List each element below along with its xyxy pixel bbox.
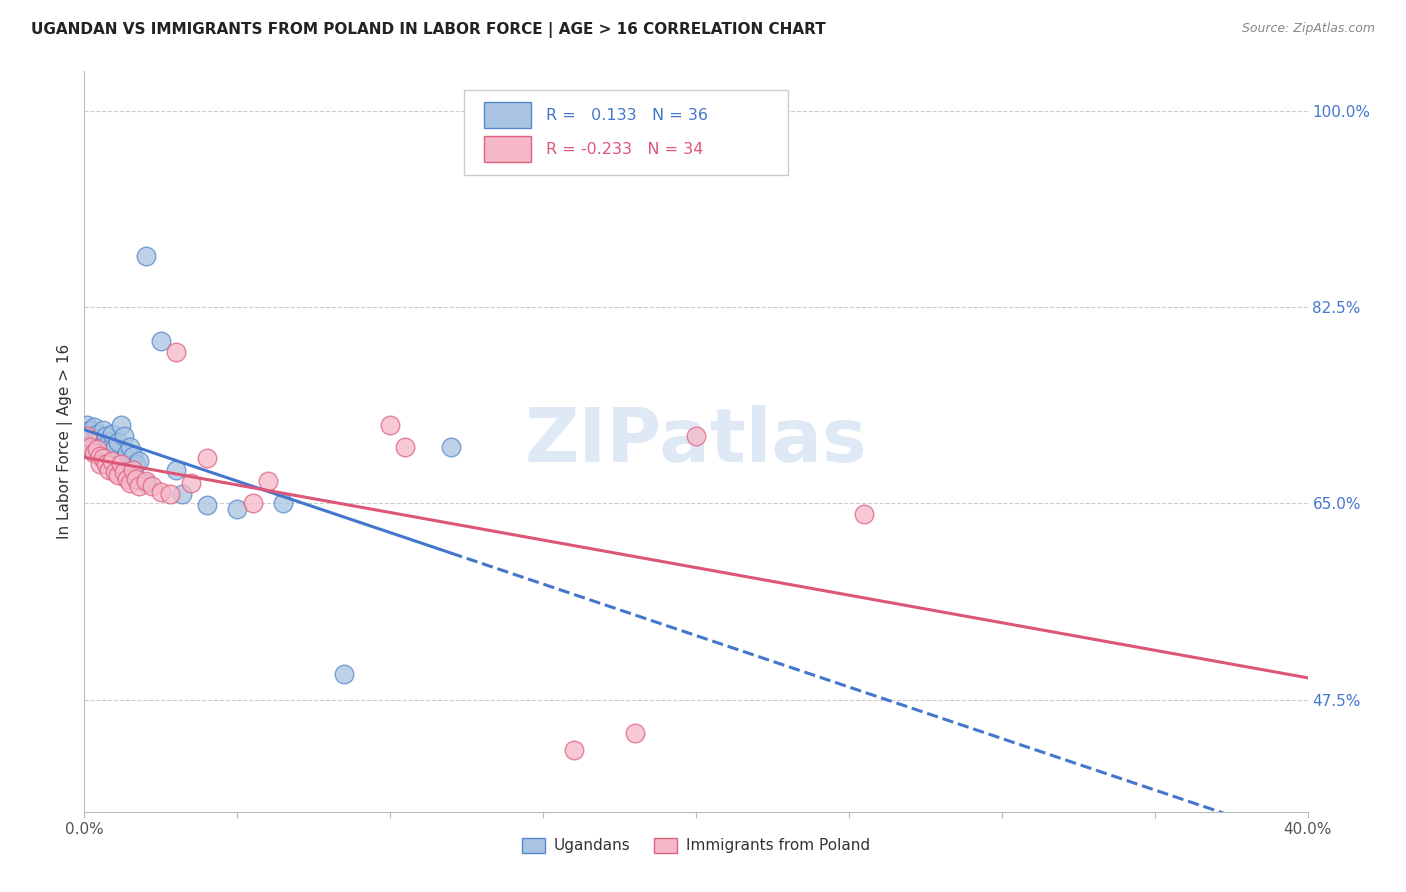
FancyBboxPatch shape: [484, 102, 531, 128]
Point: [685, 429, 707, 443]
Point: [195, 451, 218, 466]
Point: [97, 434, 120, 449]
Point: [89, 449, 111, 463]
Text: R = -0.233   N = 34: R = -0.233 N = 34: [546, 142, 703, 157]
Point: [562, 743, 585, 757]
Point: [120, 440, 142, 454]
Point: [180, 476, 202, 491]
Point: [79, 423, 101, 437]
Point: [120, 476, 142, 491]
Point: [79, 440, 101, 454]
Text: R =   0.133   N = 36: R = 0.133 N = 36: [546, 108, 707, 122]
Point: [122, 449, 145, 463]
Point: [159, 487, 181, 501]
Point: [83, 420, 105, 434]
Point: [226, 501, 249, 516]
Point: [97, 442, 120, 457]
Point: [115, 471, 138, 485]
Point: [394, 440, 416, 454]
Point: [91, 451, 114, 466]
Point: [333, 666, 356, 681]
Point: [122, 462, 145, 476]
Point: [89, 440, 111, 454]
Point: [125, 471, 148, 485]
Point: [107, 434, 129, 449]
Text: Source: ZipAtlas.com: Source: ZipAtlas.com: [1241, 22, 1375, 36]
Point: [86, 442, 108, 457]
Point: [91, 440, 114, 454]
Point: [101, 426, 124, 441]
Point: [125, 457, 148, 471]
Point: [853, 508, 876, 522]
Point: [112, 429, 135, 443]
Point: [101, 453, 124, 467]
Point: [135, 474, 157, 488]
Point: [89, 431, 111, 445]
Point: [172, 487, 194, 501]
Point: [110, 457, 132, 471]
Point: [76, 417, 98, 432]
Point: [104, 440, 127, 454]
Point: [141, 479, 163, 493]
Y-axis label: In Labor Force | Age > 16: In Labor Force | Age > 16: [58, 344, 73, 539]
Point: [76, 429, 98, 443]
Point: [94, 446, 117, 460]
Point: [91, 423, 114, 437]
Point: [165, 462, 187, 476]
Point: [135, 249, 157, 263]
Point: [86, 426, 108, 441]
Point: [89, 457, 111, 471]
Point: [380, 417, 402, 432]
Point: [107, 468, 129, 483]
Point: [149, 485, 172, 500]
Point: [83, 434, 105, 449]
Point: [440, 440, 463, 454]
Point: [76, 429, 98, 443]
Point: [86, 446, 108, 460]
Point: [83, 446, 105, 460]
Point: [104, 465, 127, 479]
Text: ZIPatlas: ZIPatlas: [524, 405, 868, 478]
Point: [112, 465, 135, 479]
Point: [135, 476, 157, 491]
Point: [165, 344, 187, 359]
Point: [94, 429, 117, 443]
Point: [94, 457, 117, 471]
FancyBboxPatch shape: [484, 136, 531, 162]
Legend: Ugandans, Immigrants from Poland: Ugandans, Immigrants from Poland: [516, 831, 876, 860]
Point: [128, 479, 150, 493]
Point: [149, 334, 172, 348]
Point: [97, 462, 120, 476]
Point: [115, 446, 138, 460]
Point: [79, 440, 101, 454]
Point: [195, 499, 218, 513]
FancyBboxPatch shape: [464, 90, 787, 175]
Point: [110, 417, 132, 432]
Point: [128, 453, 150, 467]
Point: [271, 496, 294, 510]
Point: [624, 726, 647, 740]
Point: [242, 496, 264, 510]
Text: UGANDAN VS IMMIGRANTS FROM POLAND IN LABOR FORCE | AGE > 16 CORRELATION CHART: UGANDAN VS IMMIGRANTS FROM POLAND IN LAB…: [31, 22, 825, 38]
Point: [257, 474, 280, 488]
